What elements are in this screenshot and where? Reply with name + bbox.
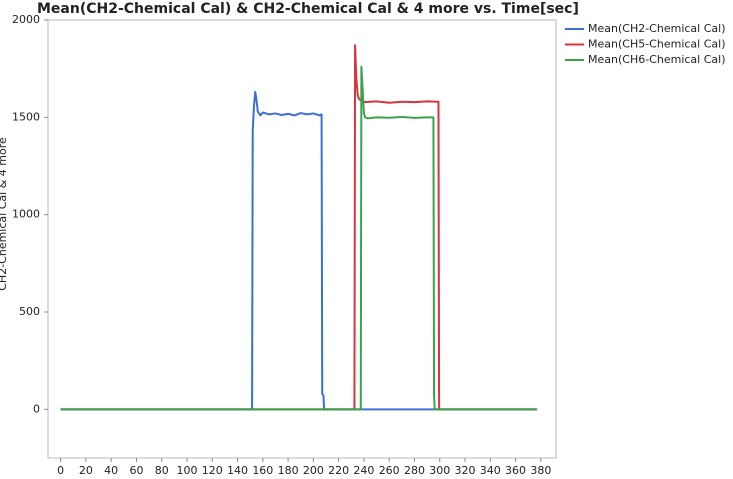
x-tick-label: 340 — [480, 464, 501, 477]
legend-label: Mean(CH5-Chemical Cal) — [588, 38, 725, 51]
y-tick-label: 0 — [33, 402, 40, 415]
x-tick-label: 40 — [104, 464, 118, 477]
series-line — [60, 44, 538, 411]
y-tick-label: 1500 — [12, 110, 40, 123]
x-tick-label: 160 — [252, 464, 273, 477]
chart-title: Mean(CH2-Chemical Cal) & CH2-Chemical Ca… — [37, 1, 579, 17]
x-tick-label: 360 — [505, 464, 526, 477]
x-tick-label: 220 — [328, 464, 349, 477]
x-tick-label: 240 — [353, 464, 374, 477]
x-tick-label: 180 — [278, 464, 299, 477]
x-tick-label: 20 — [79, 464, 93, 477]
x-tick-label: 200 — [303, 464, 324, 477]
y-tick-label: 1000 — [12, 208, 40, 221]
x-tick-label: 280 — [404, 464, 425, 477]
legend-label: Mean(CH6-Chemical Cal) — [588, 53, 725, 66]
x-tick-label: 380 — [530, 464, 551, 477]
y-axis-label: CH2-Chemical Cal & 4 more — [0, 137, 9, 291]
x-tick-label: 140 — [227, 464, 248, 477]
plot-frame — [47, 19, 557, 459]
y-tick-label: 2000 — [12, 13, 40, 26]
x-tick-label: 100 — [177, 464, 198, 477]
x-tick-label: 300 — [429, 464, 450, 477]
y-tick-label: 500 — [19, 305, 40, 318]
x-tick-label: 320 — [455, 464, 476, 477]
legend-label: Mean(CH2-Chemical Cal) — [588, 22, 725, 35]
x-tick-label: 120 — [202, 464, 223, 477]
series-line — [60, 65, 538, 411]
x-tick-label: 80 — [155, 464, 169, 477]
series-line — [60, 91, 538, 411]
x-tick-label: 260 — [379, 464, 400, 477]
x-tick-label: 60 — [129, 464, 143, 477]
x-tick-label: 0 — [57, 464, 64, 477]
